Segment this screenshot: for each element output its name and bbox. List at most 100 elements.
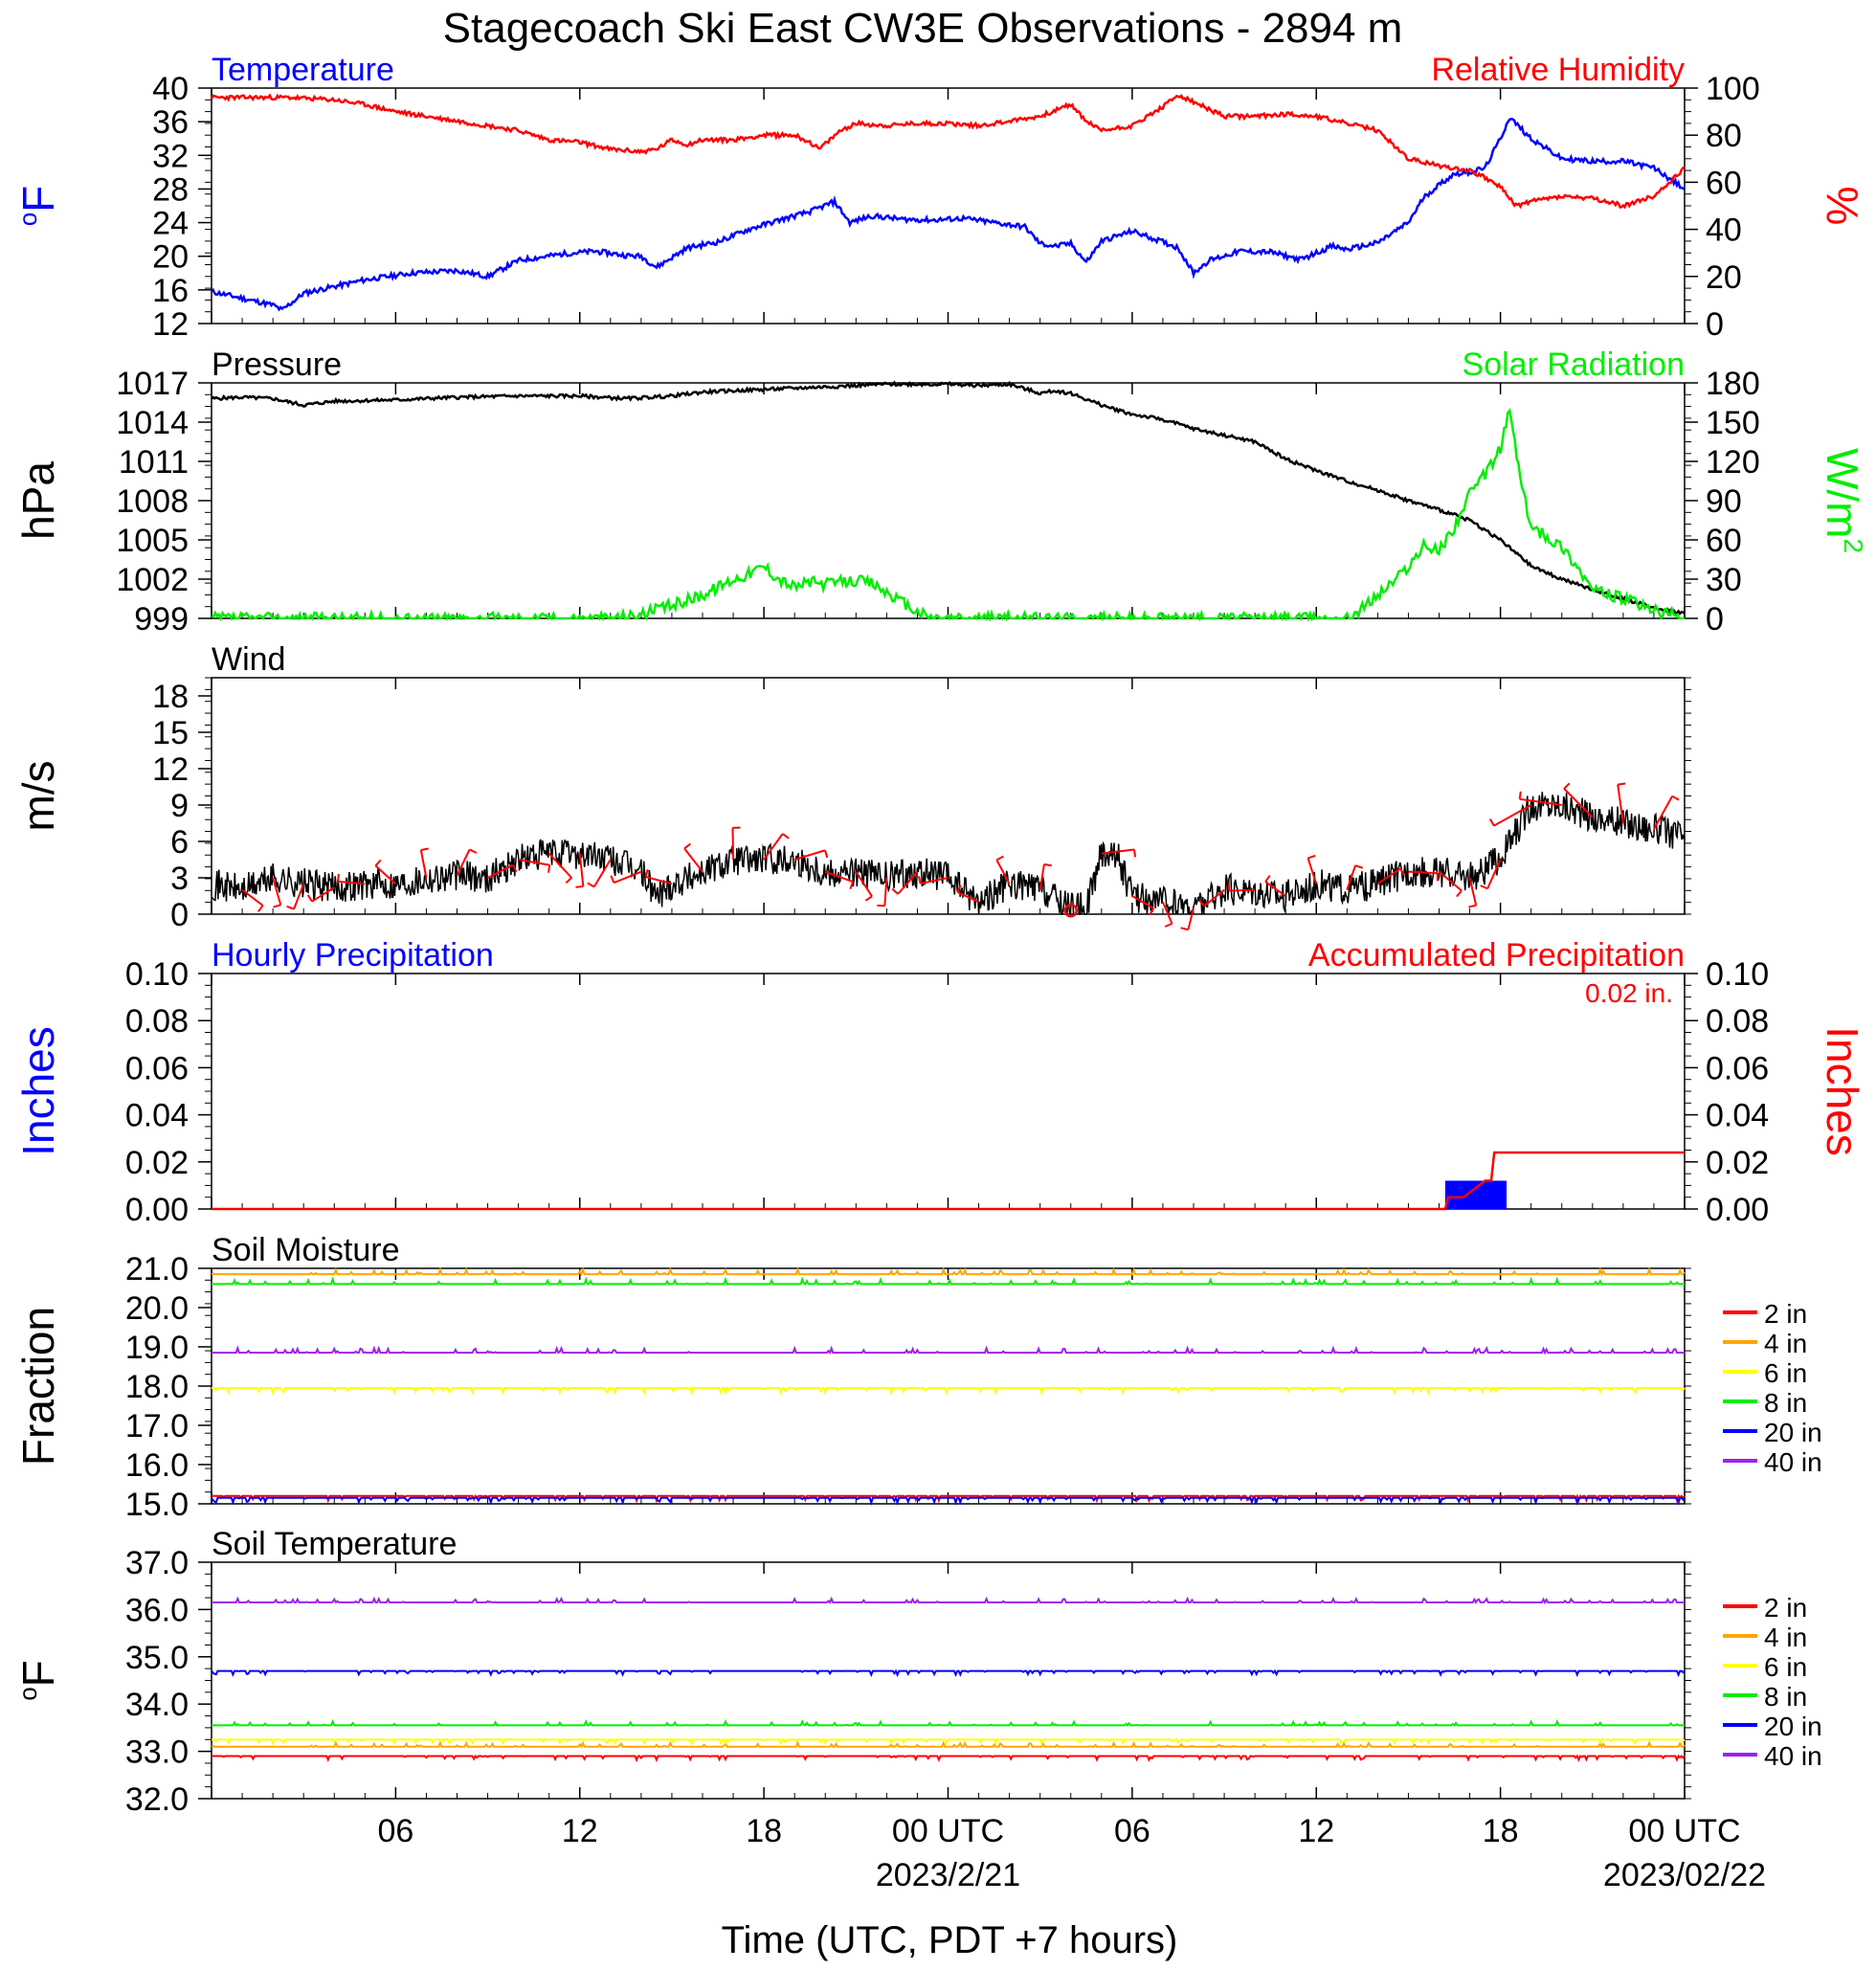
right-axis-label: W/m2 (1818, 448, 1868, 553)
y-right-tick-label: 80 (1706, 118, 1742, 154)
right-axis-label-group: W/m2 (1818, 448, 1868, 553)
legend-label: 20 in (1764, 1712, 1822, 1741)
right-axis-label-group: Inches (1818, 1026, 1867, 1156)
wind-barb-flag (849, 881, 855, 890)
wind-barb-flag (469, 848, 478, 854)
wind-barb-flag (956, 884, 962, 893)
left-axis-label: hPa (13, 461, 63, 540)
wind-barb-flag (782, 833, 790, 839)
x-tick-label: 06 (377, 1813, 413, 1849)
wind-barb (1563, 788, 1594, 818)
humidity-line (210, 93, 1686, 210)
wind-barb-flag (286, 905, 295, 910)
left-axis-label: Inches (13, 1026, 63, 1156)
soil-line-2in (212, 1493, 1686, 1504)
panel-left-title: Soil Temperature (212, 1526, 457, 1562)
wind-barb (241, 888, 264, 907)
y-left-tick-label: 0.02 (125, 1145, 189, 1181)
wind-barb (487, 863, 514, 879)
wind-barb-flag (644, 869, 649, 878)
soil-line-40in (212, 1596, 1685, 1605)
x-date-label: 2023/02/22 (1603, 1857, 1766, 1893)
y-right-tick-label: 120 (1706, 444, 1760, 481)
right-axis-label-group: % (1818, 187, 1867, 226)
wind-barb-flag (1398, 867, 1406, 876)
legend-label: 40 in (1764, 1447, 1822, 1477)
legend-label: 8 in (1764, 1388, 1807, 1418)
wind-barb (855, 871, 873, 898)
wind-barb (1519, 797, 1562, 806)
wind-barb-flag (565, 877, 572, 884)
soil-line-4in (211, 1740, 1686, 1749)
panel-right-title: Accumulated Precipitation (1308, 937, 1685, 974)
legend-label: 40 in (1764, 1741, 1822, 1771)
y-right-tick-label: 100 (1706, 71, 1760, 107)
y-right-tick-label: 0 (1706, 306, 1724, 343)
wind-barb-flag (1468, 904, 1477, 908)
wind-barb-flag (1180, 927, 1189, 931)
x-tick-labels: 06 12 18 00 UTC 06 12 18 00 UTC 2023/2/21 2023/02… (377, 1813, 1766, 1893)
y-right-tick-label: 20 (1706, 259, 1742, 296)
wind-barb-flag (1354, 864, 1363, 869)
wind-barb (1493, 804, 1532, 827)
wind-barb-flag (1043, 863, 1052, 867)
wind-barb-flag (547, 864, 551, 873)
wind-barb (824, 870, 854, 884)
wind-barb-flag (918, 876, 922, 884)
wind-barb (374, 864, 397, 885)
wind-barb (1468, 877, 1478, 906)
x-tick-label: 00 UTC (892, 1813, 1004, 1849)
wind-barb-flag (877, 904, 885, 907)
wind-barb-flag (257, 905, 264, 912)
x-date-label: 2023/2/21 (876, 1857, 1020, 1893)
wind-barb (1306, 858, 1318, 884)
y-left-tick-label: 18 (152, 679, 189, 715)
wind-barb (338, 880, 366, 885)
legend-label: 20 in (1764, 1418, 1822, 1447)
wind-barb (1346, 864, 1357, 890)
y-left-tick-label: 16 (152, 273, 189, 309)
pressure-line (211, 380, 1686, 616)
wind-barb-flag (1164, 922, 1172, 928)
wind-barb (272, 877, 282, 906)
y-left-tick-label: 1008 (116, 483, 189, 520)
y-left-tick-label: 18.0 (125, 1369, 189, 1405)
y-left-tick-label: 20 (152, 239, 189, 276)
y-left-tick-label: 32 (152, 138, 189, 174)
wind-barb (456, 849, 471, 876)
y-right-tick-label: 150 (1706, 405, 1760, 441)
wind-barb (311, 886, 335, 903)
wind-barb (1187, 907, 1195, 930)
wind-barb (1486, 859, 1502, 889)
wind-barb-flag (273, 904, 281, 908)
soil-line-20in (211, 1495, 1686, 1506)
panel-right-title: Solar Radiation (1463, 347, 1685, 383)
right-axis-label: % (1818, 187, 1867, 226)
legend-label: 4 in (1764, 1623, 1807, 1652)
wind-barb-flag (1489, 818, 1495, 827)
y-right-tick-label: 0.06 (1706, 1050, 1769, 1086)
wind-barb-flag (587, 882, 595, 888)
wind-barb (1264, 881, 1286, 897)
soil-line-4in (211, 1265, 1686, 1277)
y-right-tick-label: 0.04 (1706, 1098, 1769, 1134)
panel-precip: 0.00 0.02 0.04 0.06 0.08 0.10 0.00 0.02 0.04 0.06… (13, 937, 1867, 1228)
wind-barb (1408, 870, 1439, 875)
wind-barb (1101, 848, 1135, 855)
y-left-tick-label: 15 (152, 715, 189, 751)
wind-barb-flag (1618, 782, 1626, 786)
wind-barb-flag (1480, 884, 1488, 890)
y-left-tick-label: 33.0 (125, 1735, 189, 1771)
wind-barb-flag (1518, 791, 1522, 799)
wind-barb (419, 849, 428, 879)
wind-barb-flag (1307, 855, 1316, 860)
solar-line (211, 408, 1685, 622)
panel-left-title: Pressure (212, 347, 342, 383)
wind-barb (1229, 888, 1256, 892)
y-left-tick-label: 17.0 (125, 1408, 189, 1444)
y-right-tick-label: 40 (1706, 213, 1742, 249)
y-left-tick-label: 21.0 (125, 1251, 189, 1287)
wind-barb-flag (306, 894, 313, 903)
